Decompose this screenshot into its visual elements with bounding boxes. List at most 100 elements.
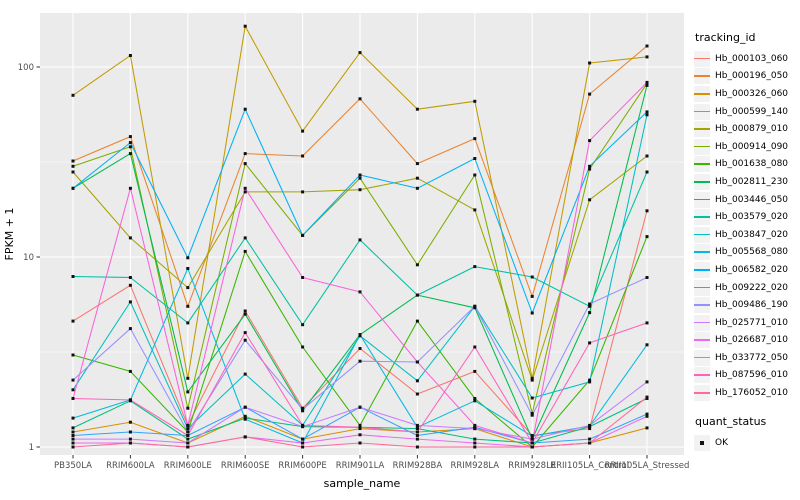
data-point: [186, 427, 190, 431]
data-point: [128, 276, 132, 279]
data-point: [301, 345, 305, 349]
data-point: [71, 93, 75, 97]
x-tick-label: RRIM600LE: [164, 461, 212, 471]
data-point: [186, 321, 190, 325]
data-point: [301, 445, 305, 449]
legend-line-key-icon: [694, 50, 710, 67]
data-point: [71, 159, 75, 163]
data-point: [588, 423, 592, 427]
data-point: [358, 423, 362, 427]
data-point: [415, 107, 419, 111]
data-point: [358, 290, 362, 294]
legend-item-Hb_009486_190: Hb_009486_190: [694, 296, 798, 314]
data-point: [358, 238, 362, 242]
data-point: [301, 190, 305, 194]
data-point: [243, 435, 247, 439]
data-point: [358, 347, 362, 350]
data-point: [186, 434, 190, 437]
data-point: [415, 379, 419, 383]
data-point: [645, 380, 649, 384]
data-point: [645, 55, 649, 59]
data-point: [645, 110, 649, 114]
data-point: [415, 319, 419, 323]
data-point: [71, 437, 75, 441]
x-tick-label: RRIM901LA: [336, 461, 385, 471]
data-point: [301, 276, 305, 279]
data-point: [645, 113, 649, 117]
data-point: [128, 236, 132, 240]
data-point: [473, 173, 477, 177]
data-point: [473, 399, 477, 403]
data-point: [645, 209, 649, 213]
data-point: [186, 445, 190, 449]
legend-item-label: Hb_176052_010: [715, 388, 789, 399]
legend-item-label: Hb_033772_050: [715, 352, 789, 363]
legend-line-key-icon: [694, 349, 710, 366]
data-point: [645, 80, 649, 84]
legend-item-Hb_000879_010: Hb_000879_010: [694, 120, 798, 138]
data-point: [186, 376, 190, 380]
legend-item-label: Hb_000196_050: [715, 71, 789, 82]
quant-status-item: OK: [694, 434, 798, 452]
data-point: [530, 294, 534, 298]
data-point: [358, 441, 362, 445]
data-point: [530, 441, 534, 445]
legend-item-label: Hb_002811_230: [715, 176, 789, 187]
data-point: [588, 302, 592, 306]
y-tick-label: 10: [23, 253, 34, 263]
data-point: [358, 51, 362, 55]
legend-line-key-icon: [694, 103, 710, 120]
legend-item-label: Hb_006582_020: [715, 264, 789, 275]
legend-line-key-icon: [694, 226, 710, 243]
legend-item-Hb_025771_010: Hb_025771_010: [694, 314, 798, 332]
quant-status-block: quant_status OK: [694, 415, 798, 452]
x-tick-label: RRIM600PE: [278, 461, 326, 471]
data-point: [243, 249, 247, 253]
data-point: [530, 376, 534, 380]
legend-item-label: Hb_005568_080: [715, 247, 789, 258]
data-point: [588, 198, 592, 202]
data-point: [71, 445, 75, 449]
legend-item-Hb_000599_140: Hb_000599_140: [694, 103, 798, 121]
legend-line-key-icon: [694, 85, 710, 102]
legend-item-Hb_026687_010: Hb_026687_010: [694, 332, 798, 350]
data-point: [645, 426, 649, 430]
data-point: [128, 186, 132, 190]
data-point: [473, 423, 477, 427]
data-point: [530, 437, 534, 441]
data-point: [128, 420, 132, 424]
data-point: [588, 341, 592, 345]
data-point: [301, 323, 305, 327]
data-point: [301, 441, 305, 445]
data-point: [186, 437, 190, 441]
data-point: [301, 437, 305, 441]
panel-background: [40, 13, 684, 455]
data-point: [186, 256, 190, 260]
data-point: [473, 208, 477, 212]
data-point: [243, 312, 247, 316]
legend-line-key-icon: [694, 209, 710, 226]
data-point: [588, 441, 592, 445]
legend-item-label: Hb_003446_050: [715, 194, 789, 205]
quant-status-label: OK: [715, 437, 728, 448]
data-point: [301, 154, 305, 158]
data-point: [243, 417, 247, 421]
data-point: [530, 378, 534, 382]
data-point: [243, 186, 247, 190]
data-point: [301, 423, 305, 427]
legend-item-label: Hb_000326_060: [715, 88, 789, 99]
quant-status-title: quant_status: [695, 414, 767, 428]
legend-item-label: Hb_003847_020: [715, 229, 789, 240]
data-point: [358, 97, 362, 101]
data-point: [128, 441, 132, 445]
data-point: [358, 433, 362, 437]
legend-line-key-icon: [694, 121, 710, 138]
data-point: [71, 397, 75, 400]
legend-line-key-icon: [694, 68, 710, 85]
data-point: [243, 162, 247, 166]
data-point: [645, 412, 649, 416]
data-point: [243, 414, 247, 418]
legend-item-Hb_000196_050: Hb_000196_050: [694, 68, 798, 86]
